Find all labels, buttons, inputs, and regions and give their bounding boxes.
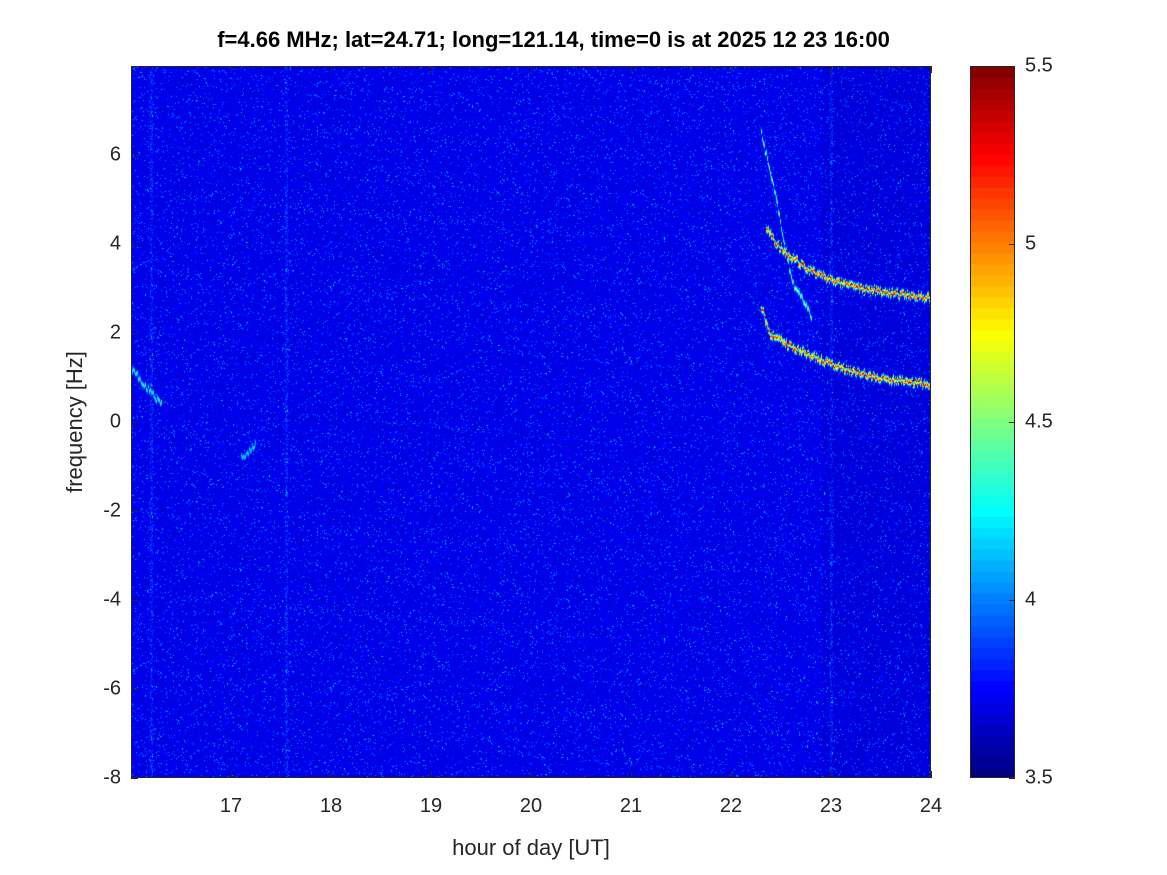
x-tick-mark bbox=[530, 771, 532, 778]
x-tick-mark bbox=[230, 771, 232, 778]
colorbar-tick-mark bbox=[1009, 421, 1015, 423]
y-tick-mark bbox=[131, 599, 138, 601]
y-tick-mark bbox=[131, 243, 138, 245]
y-tick-mark bbox=[131, 777, 138, 779]
y-tick-mark bbox=[131, 421, 138, 423]
colorbar-tick-label: 4 bbox=[1025, 588, 1037, 611]
y-tick-label: -8 bbox=[103, 766, 121, 789]
colorbar-tick-label: 4.5 bbox=[1025, 410, 1053, 433]
colorbar-tick-mark bbox=[1009, 243, 1015, 245]
x-tick-mark bbox=[730, 771, 732, 778]
y-tick-label: 4 bbox=[109, 232, 121, 255]
x-tick-mark bbox=[430, 771, 432, 778]
colorbar-tick-label: 3.5 bbox=[1025, 766, 1053, 789]
x-tick-label: 19 bbox=[419, 795, 443, 817]
x-tick-label: 18 bbox=[319, 795, 343, 817]
y-tick-label: 6 bbox=[109, 143, 121, 166]
x-tick-mark-top bbox=[730, 66, 732, 73]
x-tick-mark-top bbox=[830, 66, 832, 73]
y-tick-label: -4 bbox=[103, 588, 121, 611]
axes-frame bbox=[131, 66, 931, 778]
x-tick-mark-top bbox=[630, 66, 632, 73]
x-tick-mark-top bbox=[330, 66, 332, 73]
y-tick-mark bbox=[131, 510, 138, 512]
y-axis-label: frequency [Hz] bbox=[62, 351, 87, 493]
x-tick-label: 17 bbox=[219, 795, 243, 817]
y-tick-mark bbox=[131, 154, 138, 156]
colorbar-tick-mark bbox=[1009, 65, 1015, 67]
y-tick-label: 2 bbox=[109, 321, 121, 344]
spectrogram-image bbox=[131, 66, 931, 778]
x-tick-mark bbox=[630, 771, 632, 778]
y-tick-label: -2 bbox=[103, 499, 121, 522]
spectrogram-plot-area bbox=[131, 66, 931, 778]
x-tick-mark-top bbox=[930, 66, 932, 73]
colorbar-tick-mark bbox=[1009, 777, 1015, 779]
x-tick-mark-top bbox=[430, 66, 432, 73]
colorbar-tick-label: 5 bbox=[1025, 232, 1037, 255]
y-tick-mark bbox=[131, 688, 138, 690]
x-tick-mark-top bbox=[530, 66, 532, 73]
chart-title-text: f=4.66 MHz; lat=24.71; long=121.14, time… bbox=[217, 27, 890, 52]
colorbar-tick-label: 5.5 bbox=[1025, 54, 1053, 77]
y-tick-label: 0 bbox=[109, 410, 121, 433]
colorbar bbox=[970, 66, 1015, 778]
x-tick-label: 22 bbox=[719, 795, 743, 817]
x-tick-label: 21 bbox=[619, 795, 643, 817]
x-tick-mark bbox=[930, 771, 932, 778]
x-tick-mark bbox=[330, 771, 332, 778]
y-tick-mark bbox=[131, 332, 138, 334]
x-axis-label: hour of day [UT] bbox=[452, 835, 610, 860]
x-tick-mark bbox=[830, 771, 832, 778]
colorbar-tick-mark bbox=[1009, 599, 1015, 601]
x-tick-label: 23 bbox=[819, 795, 843, 817]
x-tick-label: 24 bbox=[919, 795, 943, 817]
y-tick-label: -6 bbox=[103, 677, 121, 700]
x-tick-mark-top bbox=[230, 66, 232, 73]
chart-title: f=4.66 MHz; lat=24.71; long=121.14, time… bbox=[0, 27, 1167, 53]
x-tick-label: 20 bbox=[519, 795, 543, 817]
